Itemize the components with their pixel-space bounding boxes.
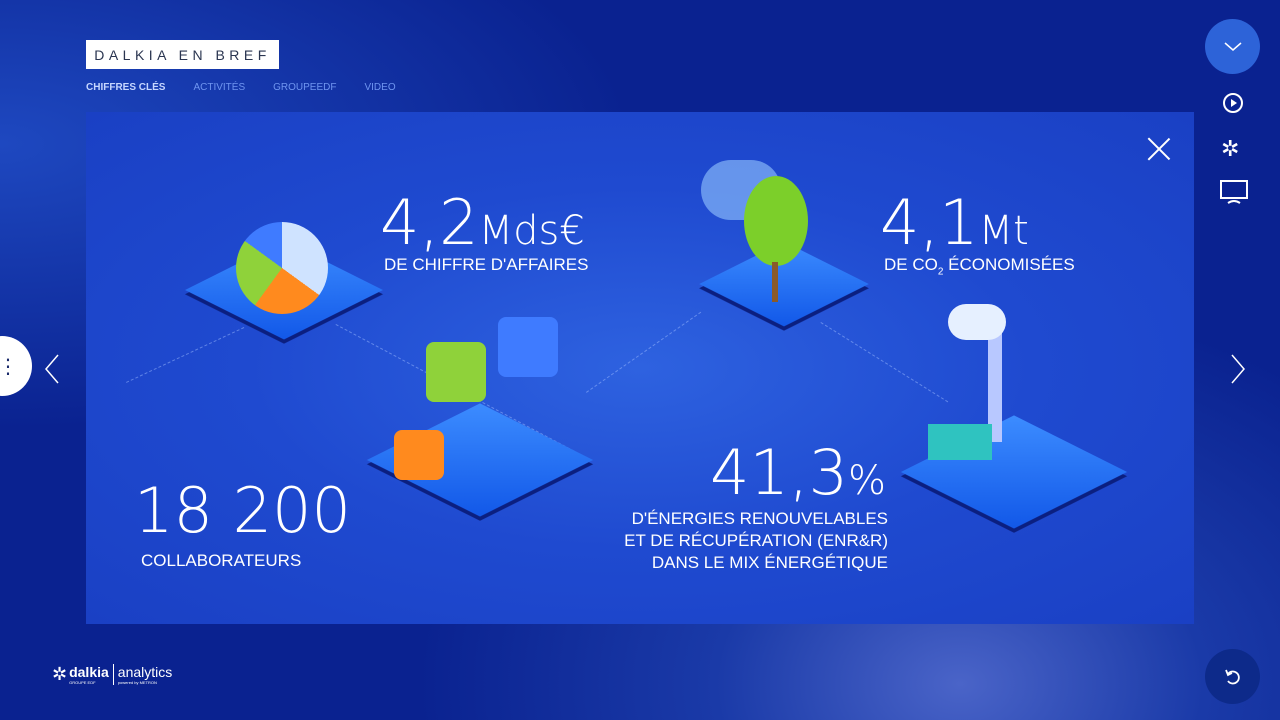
chevron-left-icon — [45, 354, 59, 384]
previous-button[interactable] — [44, 354, 60, 388]
tree-illustration — [744, 176, 808, 266]
connector-line — [586, 311, 702, 393]
rotate-ccw-icon — [1224, 669, 1240, 684]
dalkia-logo-icon: ✲ — [52, 664, 68, 684]
label-line: D'ÉNERGIES RENOUVELABLES — [631, 509, 888, 528]
puzzle-piece — [498, 317, 558, 377]
label-line: DANS LE MIX ÉNERGÉTIQUE — [651, 553, 888, 572]
footer-logo: ✲ dalkia GROUPE EDF analytics powered by M… — [52, 664, 172, 685]
revenue-label: DE CHIFFRE D'AFFAIRES — [384, 255, 589, 274]
tab-video[interactable]: VIDEO — [364, 82, 396, 93]
key-figures-panel: 4,2Mds€ DE CHIFFRE D'AFFAIRES 4,1Mt DE C… — [86, 112, 1194, 624]
tree-trunk — [772, 262, 778, 302]
next-button[interactable] — [1230, 354, 1246, 388]
brand-sub: GROUPE EDF — [69, 680, 96, 685]
renewables-value: 41,3% — [710, 436, 887, 509]
tab-bar: CHIFFRES CLÉS ACTIVITÉS GROUPEEDF VIDEO — [86, 82, 396, 93]
puzzle-illustration — [426, 342, 486, 402]
building-illustration — [928, 424, 992, 460]
renewables-label: D'ÉNERGIES RENOUVELABLES ET DE RÉCUPÉRAT… — [624, 508, 888, 574]
chevron-right-icon — [1231, 354, 1245, 384]
revenue-value: 4,2Mds€ — [380, 186, 585, 259]
co2-label: DE CO2 ÉCONOMISÉES — [884, 255, 1075, 278]
tab-chiffres-cles[interactable]: CHIFFRES CLÉS — [86, 82, 166, 93]
dalkia-logo-icon[interactable]: ✲ — [1221, 137, 1240, 162]
employees-label: COLLABORATEURS — [141, 551, 302, 570]
brand-name: dalkia — [69, 664, 109, 680]
puzzle-piece — [394, 430, 444, 480]
powered-by: powered by METRON — [117, 680, 157, 685]
smoke-illustration — [948, 304, 1006, 340]
screen-button[interactable] — [1220, 180, 1248, 208]
connector-line — [126, 327, 245, 383]
collapse-button[interactable] — [1205, 19, 1260, 74]
vertical-dots-icon[interactable]: ⋮ — [0, 336, 32, 396]
product-name: analytics — [117, 664, 173, 680]
brand-block: dalkia GROUPE EDF — [69, 664, 109, 685]
label-line: ET DE RÉCUPÉRATION (ENR&R) — [624, 531, 888, 550]
chevron-down-icon — [1224, 41, 1241, 51]
co2-value: 4,1Mt — [880, 186, 1029, 259]
product-block: analytics powered by METRON — [112, 664, 173, 685]
play-button[interactable] — [1222, 92, 1244, 118]
close-icon[interactable] — [1146, 136, 1172, 162]
tab-groupe-edf[interactable]: GROUPEEDF — [273, 82, 337, 93]
connector-line — [820, 322, 949, 403]
employees-value: 18 200 — [134, 474, 351, 547]
page-title: DALKIA EN BREF — [86, 40, 279, 69]
play-circle-icon — [1223, 93, 1243, 113]
pie-chart-illustration — [236, 222, 328, 314]
chimney-illustration — [988, 332, 1002, 442]
monitor-icon — [1220, 180, 1248, 204]
reset-button[interactable] — [1205, 649, 1260, 704]
tab-activites[interactable]: ACTIVITÉS — [193, 82, 246, 93]
